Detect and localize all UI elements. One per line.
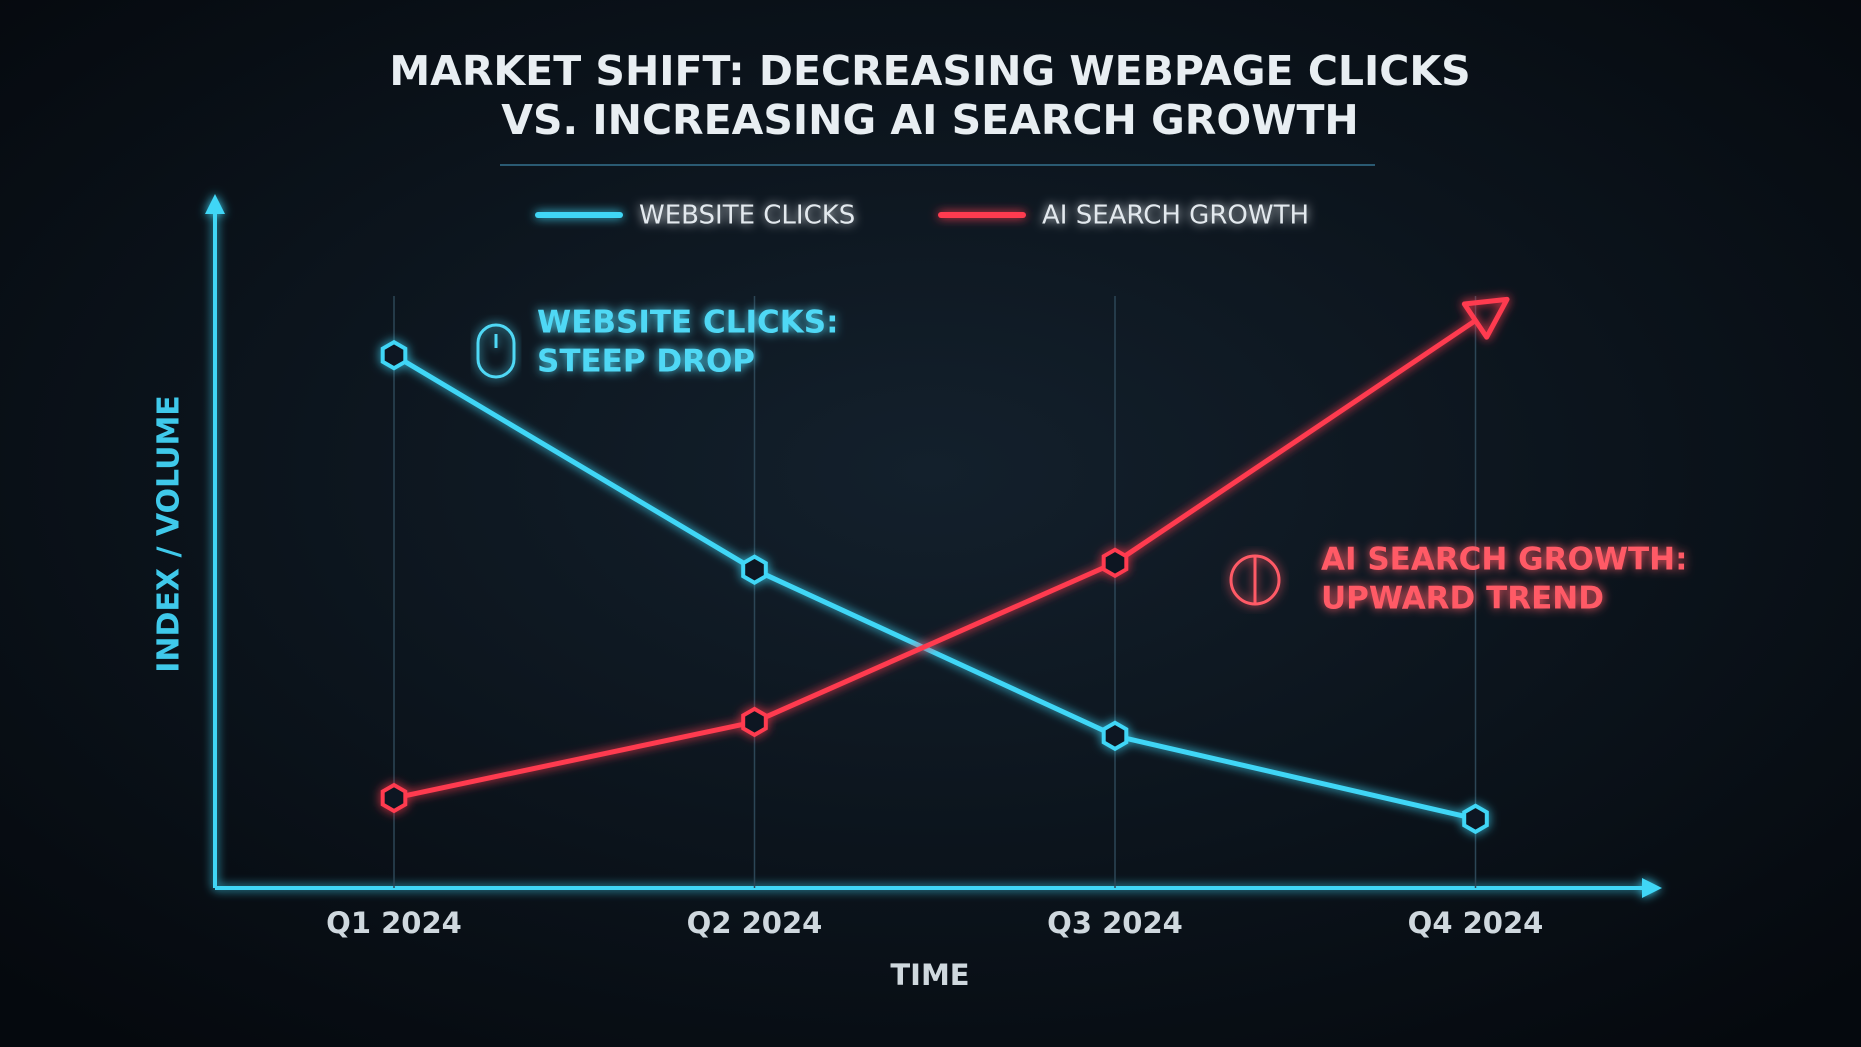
annotation-text: AI SEARCH GROWTH: bbox=[1321, 542, 1688, 578]
chart-title: VS. INCREASING AI SEARCH GROWTH bbox=[501, 96, 1358, 144]
annotation-text: WEBSITE CLICKS: bbox=[537, 305, 839, 341]
chart-title: MARKET SHIFT: DECREASING WEBPAGE CLICKS bbox=[389, 47, 1470, 95]
x-tick-label: Q1 2024 bbox=[326, 906, 462, 940]
series-line bbox=[393, 318, 1477, 801]
axes bbox=[205, 194, 1662, 898]
point-marker bbox=[1101, 547, 1129, 579]
point-marker bbox=[380, 339, 408, 371]
point-marker bbox=[1462, 803, 1489, 835]
series bbox=[380, 296, 1510, 814]
point-marker bbox=[741, 706, 768, 738]
x-tick-label: Q2 2024 bbox=[687, 906, 823, 940]
brain-icon bbox=[1229, 554, 1281, 606]
mouse-body bbox=[476, 323, 516, 379]
legend-item: WEBSITE CLICKS bbox=[535, 201, 855, 231]
annotation: AI SEARCH GROWTH:UPWARD TREND bbox=[1321, 542, 1688, 617]
x-tick-label: Q3 2024 bbox=[1047, 906, 1183, 940]
mouse-icon bbox=[476, 323, 516, 379]
legend-label: WEBSITE CLICKS bbox=[639, 201, 855, 231]
y-axis-label: INDEX / VOLUME bbox=[152, 395, 187, 673]
legend-item: AI SEARCH GROWTH bbox=[938, 201, 1309, 231]
point-marker bbox=[741, 554, 768, 586]
legend-label: AI SEARCH GROWTH bbox=[1042, 201, 1309, 231]
x-axis-label: TIME bbox=[890, 958, 969, 992]
series bbox=[380, 339, 1489, 835]
x-axis-arrow bbox=[1642, 878, 1662, 898]
annotation-text: STEEP DROP bbox=[537, 344, 755, 380]
x-tick-label: Q4 2024 bbox=[1408, 906, 1544, 940]
annotation: WEBSITE CLICKS:STEEP DROP bbox=[537, 305, 839, 380]
point-marker bbox=[1101, 720, 1129, 752]
y-axis-arrow bbox=[205, 194, 225, 214]
point-marker bbox=[380, 782, 408, 814]
series-line bbox=[392, 353, 1477, 822]
annotation-text: UPWARD TREND bbox=[1321, 581, 1604, 617]
trend-arrow bbox=[1461, 296, 1510, 340]
